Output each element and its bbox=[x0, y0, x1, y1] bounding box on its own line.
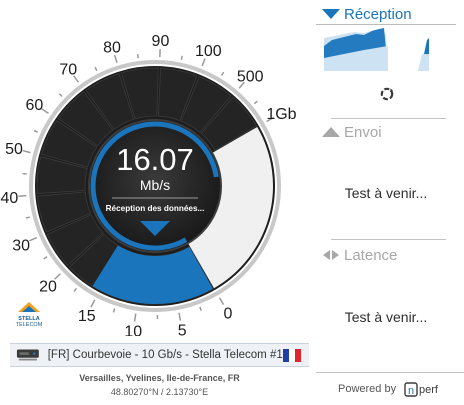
gauge-tick bbox=[138, 54, 139, 58]
latence-pending-text: Test à venir... bbox=[316, 309, 456, 325]
gauge-tick bbox=[59, 94, 62, 97]
scale-label: 90 bbox=[152, 33, 170, 50]
envoi-header[interactable]: Envoi bbox=[316, 121, 456, 143]
gauge-tick bbox=[135, 314, 136, 322]
location-text: Versailles, Yvelines, Ile-de-France, FR bbox=[10, 373, 309, 383]
gauge-tick bbox=[91, 300, 95, 307]
download-triangle-icon bbox=[320, 6, 342, 22]
status-text: Réception des données... bbox=[106, 204, 205, 213]
scale-label: 50 bbox=[5, 141, 23, 158]
powered-by-label: Powered by bbox=[338, 383, 396, 395]
latence-header[interactable]: Latence bbox=[316, 244, 456, 266]
gauge-tick bbox=[95, 67, 97, 71]
gauge-tick bbox=[29, 238, 36, 241]
gauge-tick bbox=[74, 288, 76, 291]
gauge-tick bbox=[34, 131, 38, 133]
stella-telecom-logo: STELLA TELECOM bbox=[12, 298, 46, 332]
scale-label: 80 bbox=[103, 39, 121, 56]
envoi-label: Envoi bbox=[344, 124, 382, 141]
reception-label: Réception bbox=[344, 6, 412, 23]
separator bbox=[331, 239, 446, 240]
france-flag-icon bbox=[283, 349, 301, 362]
scale-label: 40 bbox=[1, 190, 19, 207]
svg-text:TELECOM: TELECOM bbox=[16, 322, 43, 328]
scale-label: 15 bbox=[78, 308, 96, 325]
refresh-icon[interactable] bbox=[379, 86, 395, 102]
scale-label: 70 bbox=[59, 62, 77, 79]
gauge-tick bbox=[26, 217, 30, 218]
speed-unit: Mb/s bbox=[140, 177, 170, 193]
separator bbox=[331, 118, 446, 119]
scale-label: 100 bbox=[195, 43, 222, 60]
gauge-tick bbox=[23, 151, 31, 153]
svg-text:perf: perf bbox=[419, 384, 439, 396]
server-label: [FR] Courbevoie - 10 Gb/s - Stella Telec… bbox=[48, 349, 283, 361]
upload-triangle-icon bbox=[320, 124, 342, 140]
results-panel: Réception Envoi Test à venir... Latence … bbox=[316, 0, 464, 405]
gauge-tick bbox=[113, 309, 114, 313]
reception-speed-graph bbox=[324, 24, 429, 72]
powered-by: Powered by n perf bbox=[338, 380, 454, 398]
gauge-tick bbox=[200, 307, 201, 311]
gauge-tick bbox=[220, 298, 224, 305]
envoi-pending-text: Test à venir... bbox=[316, 185, 456, 201]
gauge-tick bbox=[181, 56, 182, 60]
scale-label: 0 bbox=[224, 305, 233, 322]
server-icon bbox=[16, 347, 40, 363]
progress-percent: 81% bbox=[139, 275, 177, 296]
speed-gauge: 16.07 Mb/s Réception des données... 81% … bbox=[0, 0, 316, 336]
scale-label: 60 bbox=[25, 97, 43, 114]
coordinates-text: 48.80270°N / 2.13730°E bbox=[10, 387, 309, 397]
server-selector[interactable]: [FR] Courbevoie - 10 Gb/s - Stella Telec… bbox=[10, 343, 309, 367]
scale-label: 30 bbox=[12, 237, 30, 254]
scale-label: 20 bbox=[39, 278, 57, 295]
gauge-tick bbox=[18, 196, 26, 197]
svg-text:n: n bbox=[408, 385, 414, 397]
scale-label: 10 bbox=[124, 323, 142, 336]
speed-value: 16.07 bbox=[116, 142, 194, 177]
nperf-logo[interactable]: n perf bbox=[404, 380, 454, 398]
gauge-tick bbox=[44, 257, 47, 259]
scale-label: 500 bbox=[237, 68, 264, 85]
latency-arrows-icon bbox=[320, 247, 342, 263]
gauge-tick bbox=[179, 313, 180, 321]
separator bbox=[316, 372, 464, 373]
gauge-tick bbox=[222, 72, 224, 75]
scale-label: 5 bbox=[178, 322, 187, 336]
reception-header[interactable]: Réception bbox=[316, 3, 456, 25]
latence-label: Latence bbox=[344, 247, 397, 264]
gauge-tick bbox=[254, 101, 257, 104]
scale-label: 1Gb bbox=[266, 106, 296, 123]
